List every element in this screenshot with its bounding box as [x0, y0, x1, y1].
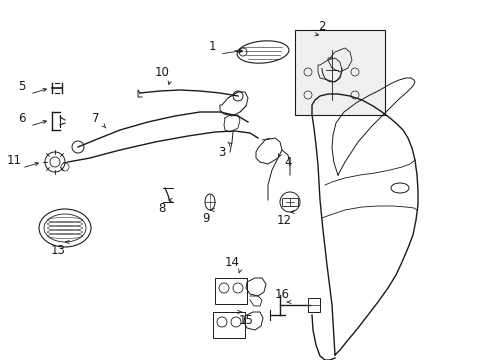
Text: 5: 5	[18, 80, 26, 93]
Bar	[213, 312, 244, 338]
FancyBboxPatch shape	[294, 30, 384, 115]
Text: 16: 16	[274, 288, 289, 301]
Text: 11: 11	[6, 153, 21, 166]
Bar	[307, 298, 319, 312]
Text: 3: 3	[218, 145, 225, 158]
Text: 13: 13	[50, 243, 65, 256]
Text: 7: 7	[92, 112, 100, 125]
Text: 1: 1	[208, 40, 215, 53]
Text: 12: 12	[276, 213, 291, 226]
Text: 15: 15	[238, 314, 253, 327]
Text: 9: 9	[202, 211, 209, 225]
Text: 8: 8	[158, 202, 165, 215]
Bar	[215, 278, 246, 304]
Text: 14: 14	[224, 256, 239, 269]
Text: 2: 2	[318, 19, 325, 32]
Text: 10: 10	[154, 66, 169, 78]
Text: 6: 6	[18, 112, 26, 125]
Text: 4: 4	[284, 156, 291, 168]
Bar	[282, 198, 297, 206]
